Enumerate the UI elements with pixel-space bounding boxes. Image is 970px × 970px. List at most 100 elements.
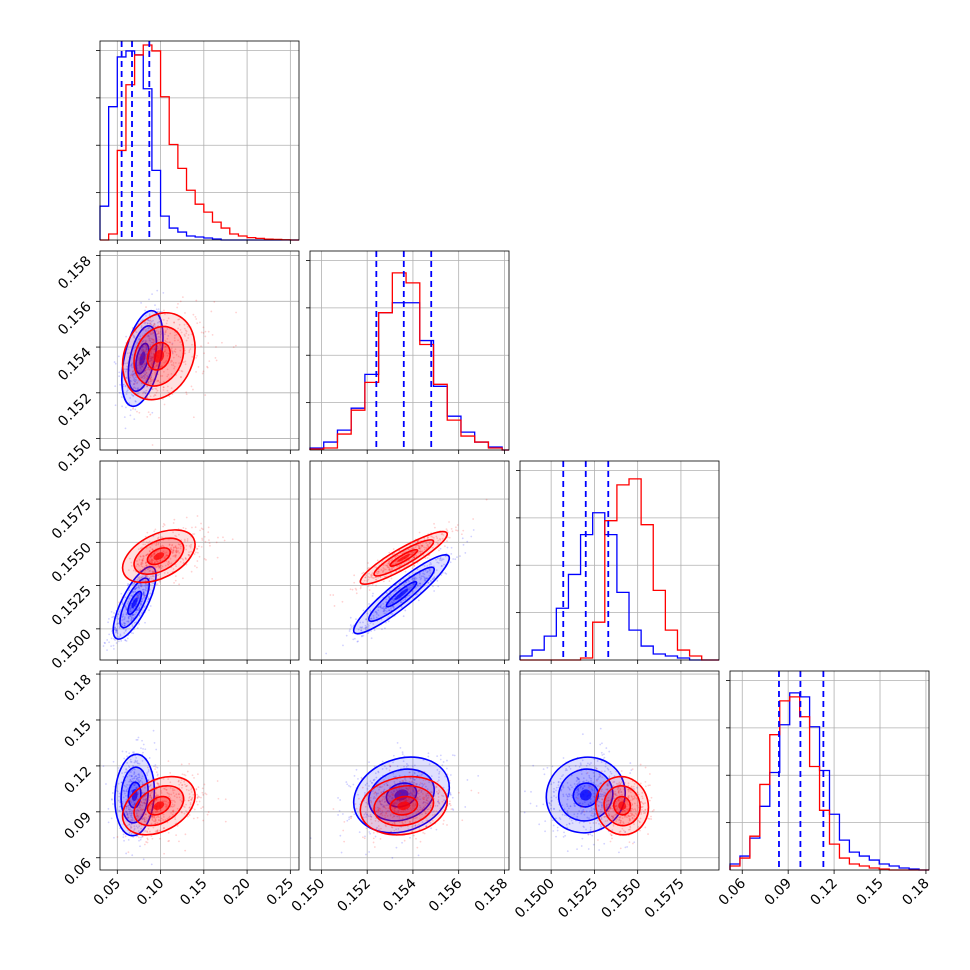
blue-sample-point (122, 615, 125, 617)
red-sample-point (429, 800, 432, 803)
red-sample-point (144, 578, 147, 581)
red-sample-point (143, 356, 145, 358)
red-sample-point (167, 840, 170, 843)
red-sample-point (174, 575, 177, 577)
red-sample-point (197, 545, 200, 548)
red-sample-point (417, 796, 420, 799)
blue-sample-point (607, 782, 609, 785)
blue-sample-point (144, 373, 146, 376)
red-sample-point (165, 340, 168, 343)
red-sample-point (157, 380, 160, 382)
red-sample-point (418, 823, 420, 826)
blue-sample-point (600, 761, 603, 764)
red-sample-point (180, 763, 183, 766)
red-sample-point (590, 786, 593, 789)
red-sample-point (156, 783, 159, 786)
red-sample-point (172, 550, 174, 553)
blue-sample-point (133, 621, 136, 624)
blue-sample-point (132, 395, 135, 397)
red-sample-point (434, 804, 437, 807)
blue-sample-point (133, 803, 136, 805)
blue-sample-point (133, 771, 136, 773)
red-sample-point (418, 547, 421, 550)
blue-sample-point (130, 365, 133, 367)
blue-sample-point (372, 779, 375, 781)
blue-sample-point (582, 777, 585, 780)
red-sample-point (139, 376, 142, 379)
red-sample-point (146, 575, 149, 578)
blue-sample-point (416, 568, 419, 571)
blue-sample-point (148, 609, 150, 612)
red-sample-point (151, 571, 154, 574)
red-sample-point (153, 815, 156, 818)
blue-sample-point (129, 780, 132, 783)
red-sample-point (374, 576, 377, 579)
red-sample-point (151, 356, 153, 359)
blue-sample-point (134, 400, 137, 402)
red-sample-point (135, 835, 138, 838)
red-sample-point (185, 785, 187, 788)
red-sample-point (426, 544, 428, 547)
red-sample-point (195, 318, 198, 320)
blue-sample-point (137, 358, 140, 360)
red-sample-point (201, 791, 204, 794)
red-sample-point (190, 550, 192, 553)
red-sample-point (149, 322, 152, 325)
red-sample-point (163, 827, 166, 829)
red-sample-point (456, 524, 459, 526)
blue-sample-point (390, 601, 393, 604)
blue-sample-point (556, 829, 559, 832)
blue-sample-point (140, 747, 142, 750)
blue-sample-point (124, 810, 127, 813)
red-sample-point (155, 794, 158, 797)
red-sample-point (157, 543, 160, 546)
y-tick-label: 0.18 (61, 672, 94, 705)
blue-sample-point (132, 632, 135, 635)
red-sample-point (167, 352, 170, 355)
red-sample-point (192, 313, 195, 316)
red-sample-point (370, 573, 373, 576)
red-sample-point (375, 810, 378, 813)
blue-sample-point (135, 787, 138, 790)
blue-sample-point (140, 583, 142, 585)
red-sample-point (128, 352, 131, 354)
red-sample-point (154, 818, 157, 821)
blue-sample-point (159, 331, 162, 333)
blue-sample-point (418, 582, 421, 585)
blue-sample-point (126, 613, 128, 616)
red-sample-point (158, 837, 161, 840)
red-sample-point (367, 799, 370, 801)
blue-sample-point (128, 766, 131, 769)
blue-sample-point (426, 571, 428, 574)
blue-sample-point (145, 379, 147, 382)
red-sample-point (130, 826, 133, 829)
red-sample-point (436, 780, 439, 783)
red-sample-point (207, 330, 210, 333)
red-sample-point (187, 799, 190, 802)
red-sample-point (354, 803, 357, 805)
blue-sample-point (145, 348, 148, 351)
blue-sample-point (574, 805, 576, 808)
blue-contour (367, 768, 436, 822)
blue-sample-point (581, 837, 584, 840)
red-sample-point (435, 785, 438, 788)
blue-sample-point (135, 587, 138, 590)
red-sample-point (153, 552, 156, 555)
blue-sample-point (150, 341, 153, 344)
red-sample-point (172, 789, 174, 792)
blue-sample-point (131, 625, 134, 627)
red-sample-point (147, 589, 150, 591)
red-sample-point (148, 550, 151, 553)
red-sample-point (152, 326, 155, 329)
red-sample-point (442, 819, 445, 822)
red-sample-point (149, 808, 151, 811)
blue-sample-point (387, 620, 390, 623)
red-sample-point (375, 570, 378, 573)
red-sample-point (163, 556, 166, 559)
blue-sample-point (383, 801, 386, 804)
blue-sample-point (150, 320, 153, 323)
red-sample-point (437, 799, 440, 801)
blue-sample-point (552, 824, 555, 827)
red-sample-point (209, 544, 211, 547)
red-sample-point (184, 833, 187, 836)
